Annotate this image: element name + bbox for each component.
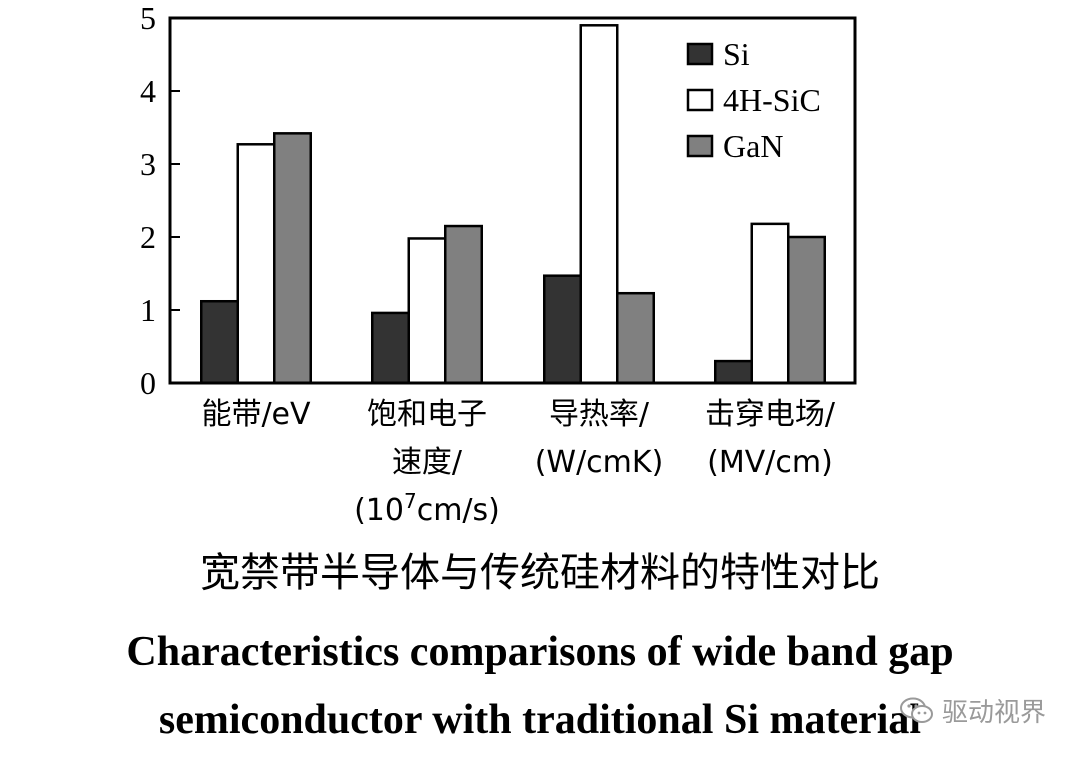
x-category-label: (MV/cm): [707, 445, 833, 480]
caption-chinese: 宽禁带半导体与传统硅材料的特性对比: [200, 550, 880, 596]
legend-swatch: [686, 42, 714, 66]
x-category-label: (107cm/s): [354, 489, 500, 528]
bar-gan-0: [273, 132, 312, 385]
watermark: 驱动视界: [900, 692, 1046, 729]
bar-si-2: [543, 274, 582, 385]
legend-label: 4H-SiC: [723, 82, 821, 118]
legend-swatch: [686, 88, 714, 112]
bar-gan-3: [787, 235, 826, 385]
legend-label: Si: [723, 36, 750, 72]
bar-4h-sic-1: [407, 237, 447, 385]
bars-group: [200, 24, 826, 385]
watermark-text: 驱动视界: [942, 698, 1047, 728]
bar-4h-sic-0: [236, 143, 276, 385]
plot-frame: [168, 16, 857, 385]
legend-swatch: [686, 134, 714, 158]
bar-gan-1: [444, 224, 483, 385]
x-category-label: 导热率/: [549, 397, 650, 432]
y-tick-label: 5: [140, 0, 156, 36]
bar-4h-sic-2: [579, 24, 619, 385]
y-tick-label: 4: [140, 73, 156, 109]
y-tick-label: 2: [140, 219, 156, 255]
y-axis: 0 1 2 3 4 5: [140, 0, 180, 401]
bar-4h-sic-3: [750, 222, 790, 385]
bar-si-3: [714, 359, 753, 385]
legend-label: GaN: [723, 128, 783, 164]
y-tick-label: 3: [140, 146, 156, 182]
y-tick-label: 0: [140, 365, 156, 401]
x-category-label: 击穿电场/: [705, 397, 836, 432]
caption-english-line1: Characteristics comparisons of wide band…: [126, 629, 954, 675]
bar-si-1: [371, 311, 410, 385]
caption-english-line2: semiconductor with traditional Si materi…: [158, 697, 922, 743]
y-tick-label: 1: [140, 292, 156, 328]
x-category-label: 饱和电子: [367, 397, 487, 432]
x-category-label: (W/cmK): [535, 445, 664, 480]
x-category-label: 速度/: [392, 445, 463, 480]
wechat-icon: [900, 697, 933, 723]
bar-si-0: [200, 299, 239, 385]
caption-english: Characteristics comparisons of wide band…: [20, 618, 1060, 754]
bar-gan-2: [616, 291, 655, 385]
x-category-label: 能带/eV: [201, 397, 311, 432]
legend: Si 4H-SiC GaN: [686, 36, 821, 164]
